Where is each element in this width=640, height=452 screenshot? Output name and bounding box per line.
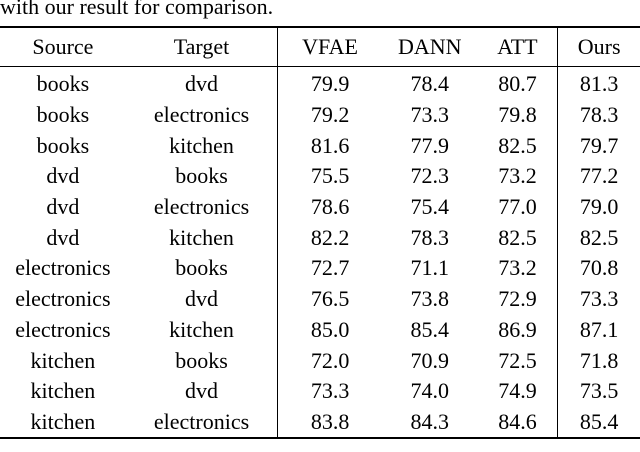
table-row: electronics dvd 76.5 73.8 72.9 73.3 [0, 283, 640, 315]
cell-target: dvd [185, 286, 219, 312]
table-row: electronics books 72.7 71.1 73.2 70.8 [0, 253, 640, 284]
cell-vfae: 83.8 [277, 406, 382, 440]
cell-target: kitchen [169, 224, 234, 250]
header-target: Target [125, 26, 278, 67]
table-row: dvd kitchen 82.2 78.3 82.5 82.5 [0, 222, 640, 254]
cell-vfae: 82.2 [277, 222, 382, 254]
cell-vfae: 75.5 [277, 161, 382, 192]
cell-dann: 70.9 [410, 347, 450, 373]
cell-att: 77.0 [498, 194, 537, 220]
cell-att: 86.9 [498, 316, 537, 342]
cell-ours: 81.3 [557, 66, 640, 100]
table-row: dvd electronics 78.6 75.4 77.0 79.0 [0, 191, 640, 223]
cell-target: electronics [153, 102, 250, 128]
table-caption: with our result for comparison. [0, 0, 274, 19]
cell-ours: 78.3 [557, 99, 640, 131]
cell-target: books [175, 163, 228, 189]
cell-dann: 75.4 [410, 194, 450, 220]
cell-att: 82.5 [498, 224, 537, 250]
cell-ours: 71.8 [557, 345, 640, 376]
cell-dann: 73.8 [410, 286, 450, 312]
cell-source: electronics [15, 286, 111, 312]
cell-att: 79.8 [498, 102, 537, 128]
table-row: books electronics 79.2 73.3 79.8 78.3 [0, 99, 640, 131]
results-table: Source Target VFAE DANN ATT Ours books dv… [0, 26, 640, 440]
cell-target: kitchen [169, 132, 234, 158]
header-vfae: VFAE [277, 26, 382, 67]
cell-source: books [36, 102, 90, 128]
cell-dann: 84.3 [381, 406, 478, 440]
cell-dann: 72.3 [410, 163, 450, 189]
cell-vfae: 72.0 [277, 345, 382, 376]
header-dann: DANN [381, 26, 478, 67]
table-row: books dvd 79.9 78.4 80.7 81.3 [0, 66, 640, 100]
cell-ours: 73.5 [557, 375, 640, 407]
cell-source: dvd [46, 163, 80, 189]
cell-ours: 70.8 [557, 253, 640, 284]
cell-ours: 85.4 [557, 406, 640, 440]
cell-att: 84.6 [477, 406, 558, 440]
cell-vfae: 73.3 [277, 375, 382, 407]
cell-source: kitchen [30, 347, 96, 373]
cell-source: dvd [46, 194, 80, 220]
cell-source: electronics [15, 316, 111, 342]
cell-vfae: 79.2 [277, 99, 382, 131]
cell-dann: 78.3 [410, 224, 450, 250]
cell-ours: 79.7 [557, 130, 640, 162]
cell-att: 73.2 [498, 163, 537, 189]
cell-source: books [36, 132, 90, 158]
cell-vfae: 78.6 [277, 191, 382, 223]
cell-att: 80.7 [498, 71, 537, 97]
cell-vfae: 79.9 [277, 66, 382, 100]
header-att: ATT [477, 26, 558, 67]
table-row: electronics kitchen 85.0 85.4 86.9 87.1 [0, 314, 640, 346]
cell-target: kitchen [169, 316, 234, 342]
table-body: books dvd 79.9 78.4 80.7 81.3 books electronics… [0, 66, 640, 440]
cell-dann: 78.4 [410, 71, 450, 97]
cell-dann: 71.1 [410, 255, 450, 281]
table-row: dvd books 75.5 72.3 73.2 77.2 [0, 161, 640, 192]
cell-ours: 87.1 [557, 314, 640, 346]
cell-target: dvd [185, 71, 219, 97]
cell-ours: 79.0 [557, 191, 640, 223]
header-ours: Ours [557, 26, 640, 67]
table-row: kitchen dvd 73.3 74.0 74.9 73.5 [0, 375, 640, 407]
cell-att: 82.5 [498, 132, 537, 158]
cell-source: dvd [46, 224, 80, 250]
cell-att: 74.9 [498, 378, 537, 404]
cell-dann: 85.4 [410, 316, 450, 342]
cell-target: books [175, 347, 228, 373]
cell-target: dvd [185, 378, 219, 404]
cell-source: kitchen [0, 406, 126, 440]
header-row: Source Target VFAE DANN ATT Ours [0, 26, 640, 67]
cell-source: electronics [15, 255, 111, 281]
cell-ours: 77.2 [557, 161, 640, 192]
cell-target: electronics [153, 194, 250, 220]
cell-target: electronics [125, 406, 278, 440]
table-row: kitchen books 72.0 70.9 72.5 71.8 [0, 345, 640, 376]
cell-att: 73.2 [498, 255, 537, 281]
header-source: Source [0, 26, 126, 67]
cell-att: 72.9 [498, 286, 537, 312]
cell-dann: 77.9 [410, 132, 450, 158]
cell-vfae: 76.5 [277, 283, 382, 315]
table-row: books kitchen 81.6 77.9 82.5 79.7 [0, 130, 640, 162]
table-row: kitchen electronics 83.8 84.3 84.6 85.4 [0, 406, 640, 440]
cell-vfae: 81.6 [277, 130, 382, 162]
cell-vfae: 72.7 [277, 253, 382, 284]
cell-vfae: 85.0 [277, 314, 382, 346]
cell-att: 72.5 [498, 347, 537, 373]
cell-source: books [36, 71, 90, 97]
cell-ours: 82.5 [557, 222, 640, 254]
cell-source: kitchen [30, 378, 96, 404]
cell-target: books [175, 255, 228, 281]
cell-dann: 74.0 [410, 378, 450, 404]
cell-ours: 73.3 [557, 283, 640, 315]
cell-dann: 73.3 [410, 102, 450, 128]
